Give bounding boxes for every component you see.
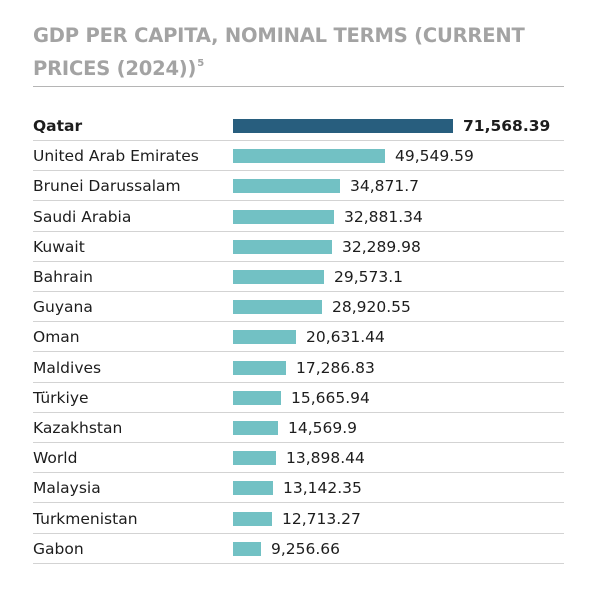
value-label: 34,871.7 xyxy=(350,177,420,196)
bar xyxy=(233,511,272,526)
row-divider xyxy=(33,532,564,534)
category-label: Maldives xyxy=(33,358,102,377)
value-label: 14,569.9 xyxy=(288,419,358,437)
bar xyxy=(233,390,281,405)
bar xyxy=(233,209,334,224)
row-divider xyxy=(33,140,564,141)
category-label: Kazakhstan xyxy=(33,419,123,437)
row-divider xyxy=(33,200,564,202)
row-divider xyxy=(33,321,564,323)
bar-row: Kazakhstan 14,569.9 xyxy=(0,413,592,443)
bar xyxy=(233,149,385,164)
value-label: 12,713.27 xyxy=(282,509,361,528)
bar xyxy=(233,360,286,375)
row-divider xyxy=(33,411,564,413)
category-label: Oman xyxy=(33,328,80,347)
category-label: Malaysia xyxy=(33,479,101,498)
category-label: Bahrain xyxy=(33,268,93,286)
value-label: 28,920.55 xyxy=(332,298,411,317)
value-label: 13,898.44 xyxy=(286,449,365,468)
bar-row: United Arab Emirates 49,549.59 xyxy=(0,141,592,172)
category-label: Saudi Arabia xyxy=(33,207,132,226)
bar-row: Oman 20,631.44 xyxy=(0,322,592,353)
bar xyxy=(233,541,261,556)
bar xyxy=(233,119,453,133)
bar xyxy=(233,481,273,496)
bar xyxy=(233,330,296,345)
value-label: 29,573.1 xyxy=(334,268,404,286)
value-label: 17,286.83 xyxy=(296,358,375,377)
row-divider xyxy=(33,381,564,383)
bar-row: World 13,898.44 xyxy=(0,443,592,474)
value-label: 13,142.35 xyxy=(283,479,362,498)
value-label: 71,568.39 xyxy=(463,117,551,135)
bar-row: Qatar 71,568.39 xyxy=(0,111,592,141)
value-label: 32,881.34 xyxy=(344,207,423,226)
bar xyxy=(233,300,322,315)
category-label: Qatar xyxy=(33,117,83,135)
title-divider xyxy=(33,86,564,87)
row-divider xyxy=(33,260,564,262)
bar-row: Maldives 17,286.83 xyxy=(0,353,592,383)
row-divider xyxy=(33,472,564,474)
category-label: Guyana xyxy=(33,298,93,317)
category-label: Kuwait xyxy=(33,237,85,256)
bar xyxy=(233,179,340,194)
category-label: Brunei Darussalam xyxy=(33,177,181,196)
value-label: 15,665.94 xyxy=(291,388,370,407)
chart-title: GDP PER CAPITA, NOMINAL TERMS (CURRENT P… xyxy=(33,22,563,83)
value-label: 9,256.66 xyxy=(271,539,341,558)
value-label: 32,289.98 xyxy=(342,237,421,256)
bar-row: Brunei Darussalam 34,871.7 xyxy=(0,171,592,202)
bar-row: Turkmenistan 12,713.27 xyxy=(0,504,592,534)
title-footnote-marker: 5 xyxy=(197,58,205,69)
bar xyxy=(233,421,278,435)
value-label: 20,631.44 xyxy=(306,328,385,347)
bar-row: Bahrain 29,573.1 xyxy=(0,262,592,292)
category-label: Turkmenistan xyxy=(33,509,138,528)
bar-row: Saudi Arabia 32,881.34 xyxy=(0,202,592,232)
row-divider xyxy=(33,442,564,443)
category-label: World xyxy=(33,449,78,468)
bar-row: Malaysia 13,142.35 xyxy=(0,473,592,504)
bar-row: Türkiye 15,665.94 xyxy=(0,383,592,413)
row-divider xyxy=(33,291,564,292)
category-label: United Arab Emirates xyxy=(33,147,199,166)
row-divider xyxy=(33,351,564,353)
category-label: Gabon xyxy=(33,539,84,558)
bar-row: Guyana 28,920.55 xyxy=(0,292,592,323)
bar-row: Gabon 9,256.66 xyxy=(0,534,592,564)
bar xyxy=(233,239,332,254)
bar xyxy=(233,270,324,284)
row-divider xyxy=(33,562,564,564)
category-label: Türkiye xyxy=(33,388,89,407)
bar xyxy=(233,451,276,466)
value-label: 49,549.59 xyxy=(395,147,474,166)
row-divider xyxy=(33,230,564,232)
bar-row: Kuwait 32,289.98 xyxy=(0,232,592,262)
row-divider xyxy=(33,502,564,504)
chart-title-text: GDP PER CAPITA, NOMINAL TERMS (CURRENT P… xyxy=(33,24,525,80)
row-divider xyxy=(33,170,564,172)
